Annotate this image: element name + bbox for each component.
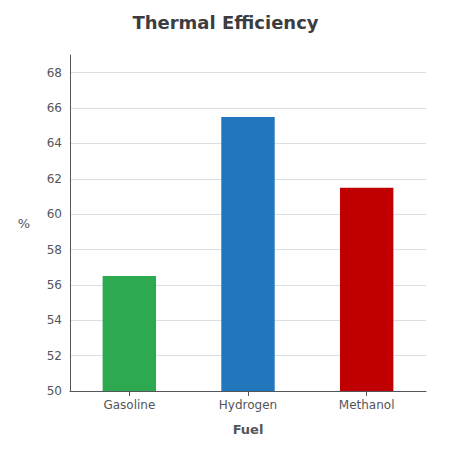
svg-text:62: 62 [47,172,62,186]
svg-text:Gasoline: Gasoline [103,398,155,412]
svg-text:54: 54 [47,313,62,327]
svg-text:58: 58 [47,243,62,257]
svg-text:Thermal Efficiency: Thermal Efficiency [132,12,318,33]
svg-text:64: 64 [47,136,62,150]
svg-text:66: 66 [47,101,62,115]
svg-text:Hydrogen: Hydrogen [219,398,277,412]
svg-text:60: 60 [47,207,62,221]
svg-text:Fuel: Fuel [233,422,264,437]
svg-text:50: 50 [47,384,62,398]
svg-text:56: 56 [47,278,62,292]
svg-text:Methanol: Methanol [339,398,395,412]
svg-text:%: % [18,216,30,231]
svg-text:68: 68 [47,66,62,80]
svg-text:52: 52 [47,349,62,363]
